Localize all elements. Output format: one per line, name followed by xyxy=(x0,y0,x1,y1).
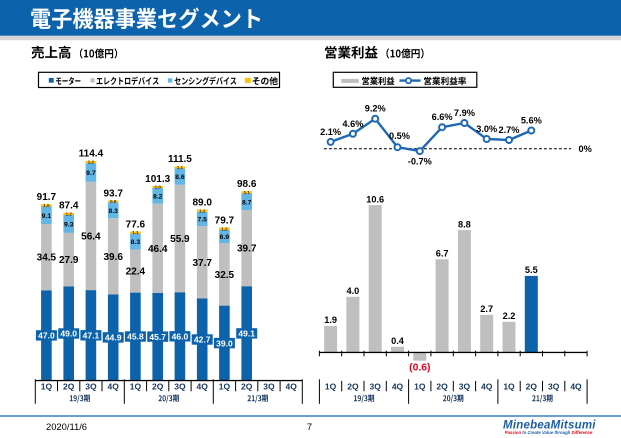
svg-text:4.6%: 4.6% xyxy=(342,119,363,129)
svg-text:4Q: 4Q xyxy=(481,382,493,392)
svg-text:9.3: 9.3 xyxy=(64,222,74,229)
svg-text:1.1: 1.1 xyxy=(244,190,251,195)
svg-text:45.7: 45.7 xyxy=(149,332,166,342)
svg-text:3Q: 3Q xyxy=(548,382,560,392)
svg-text:93.7: 93.7 xyxy=(103,188,123,199)
svg-text:8.2: 8.2 xyxy=(153,193,163,200)
svg-text:0.5%: 0.5% xyxy=(389,131,410,141)
svg-text:9.1: 9.1 xyxy=(42,213,52,220)
svg-text:8.3: 8.3 xyxy=(131,239,141,246)
svg-text:27.9: 27.9 xyxy=(59,255,79,266)
svg-text:37.7: 37.7 xyxy=(192,258,212,269)
svg-text:44.9: 44.9 xyxy=(105,333,122,343)
svg-text:39.7: 39.7 xyxy=(237,244,257,255)
svg-text:32.5: 32.5 xyxy=(215,270,235,281)
svg-text:Passion to Create Value throug: Passion to Create Value through Differen… xyxy=(505,430,593,435)
svg-text:7: 7 xyxy=(307,421,312,432)
svg-text:2.7%: 2.7% xyxy=(499,125,520,135)
svg-text:3Q: 3Q xyxy=(370,382,382,392)
svg-text:47.0: 47.0 xyxy=(38,331,55,341)
svg-text:34.5: 34.5 xyxy=(37,253,57,264)
svg-text:8.8: 8.8 xyxy=(458,219,471,229)
svg-text:1Q: 1Q xyxy=(325,382,337,392)
svg-text:9.2%: 9.2% xyxy=(365,104,386,114)
svg-text:1.1: 1.1 xyxy=(132,230,139,235)
svg-text:46.0: 46.0 xyxy=(172,332,189,342)
svg-text:3Q: 3Q xyxy=(174,382,186,392)
svg-text:49.1: 49.1 xyxy=(238,329,255,339)
svg-text:-0.7%: -0.7% xyxy=(408,157,432,167)
svg-text:3Q: 3Q xyxy=(263,382,275,392)
svg-text:1Q: 1Q xyxy=(503,382,515,392)
svg-text:98.6: 98.6 xyxy=(237,179,257,190)
svg-text:1.0: 1.0 xyxy=(43,203,50,208)
svg-text:2.7: 2.7 xyxy=(480,304,493,314)
svg-text:5.6%: 5.6% xyxy=(521,116,542,126)
svg-text:89.0: 89.0 xyxy=(192,197,212,208)
svg-text:1.2: 1.2 xyxy=(199,208,206,213)
svg-text:4Q: 4Q xyxy=(392,382,404,392)
svg-text:101.3: 101.3 xyxy=(145,174,170,185)
svg-text:8.3: 8.3 xyxy=(108,208,118,215)
svg-text:42.7: 42.7 xyxy=(194,335,211,345)
svg-text:1Q: 1Q xyxy=(219,382,231,392)
svg-text:7.5: 7.5 xyxy=(197,217,207,224)
svg-text:111.5: 111.5 xyxy=(168,154,192,165)
svg-text:77.6: 77.6 xyxy=(126,219,146,230)
svg-text:2.2: 2.2 xyxy=(503,311,516,321)
svg-text:6.6%: 6.6% xyxy=(432,112,453,122)
svg-text:4Q: 4Q xyxy=(570,382,582,392)
svg-text:6.9: 6.9 xyxy=(220,234,230,241)
svg-text:5.5: 5.5 xyxy=(525,265,538,275)
svg-text:2Q: 2Q xyxy=(63,382,75,392)
svg-text:1.1: 1.1 xyxy=(177,165,184,170)
svg-text:4Q: 4Q xyxy=(197,382,209,392)
svg-text:47.1: 47.1 xyxy=(83,331,100,341)
svg-text:1.2: 1.2 xyxy=(88,160,95,165)
svg-text:1.0: 1.0 xyxy=(155,185,162,190)
svg-text:1Q: 1Q xyxy=(41,382,53,392)
svg-text:2.1%: 2.1% xyxy=(320,127,341,137)
svg-text:1.9: 1.9 xyxy=(324,315,337,325)
svg-text:3.0%: 3.0% xyxy=(476,124,497,134)
svg-text:1Q: 1Q xyxy=(130,382,142,392)
svg-text:2Q: 2Q xyxy=(526,382,538,392)
svg-text:79.7: 79.7 xyxy=(215,215,235,226)
svg-text:10.6: 10.6 xyxy=(366,194,384,204)
svg-text:2Q: 2Q xyxy=(152,382,164,392)
svg-text:22.4: 22.4 xyxy=(126,267,146,278)
svg-text:46.4: 46.4 xyxy=(148,244,168,255)
svg-text:4.0: 4.0 xyxy=(347,286,360,296)
svg-text:9.7: 9.7 xyxy=(86,170,96,177)
svg-text:1.2: 1.2 xyxy=(66,211,73,216)
svg-text:2Q: 2Q xyxy=(241,382,253,392)
svg-text:49.0: 49.0 xyxy=(60,329,77,339)
svg-text:91.7: 91.7 xyxy=(37,192,57,203)
svg-text:55.9: 55.9 xyxy=(170,234,190,245)
svg-text:8.7: 8.7 xyxy=(242,199,252,206)
svg-text:87.4: 87.4 xyxy=(59,201,79,212)
svg-text:39.6: 39.6 xyxy=(103,252,123,263)
svg-text:2Q: 2Q xyxy=(436,382,448,392)
svg-text:7.9%: 7.9% xyxy=(454,108,475,118)
svg-text:45.8: 45.8 xyxy=(127,332,144,342)
svg-text:MinebeaMitsumi: MinebeaMitsumi xyxy=(503,420,596,432)
svg-text:114.4: 114.4 xyxy=(79,149,104,160)
svg-text:0%: 0% xyxy=(579,144,592,154)
svg-text:4Q: 4Q xyxy=(108,382,120,392)
svg-text:0.4: 0.4 xyxy=(391,336,405,346)
svg-text:56.4: 56.4 xyxy=(81,232,101,243)
svg-text:3Q: 3Q xyxy=(459,382,471,392)
svg-text:8.6: 8.6 xyxy=(175,174,185,181)
svg-text:2020/11/6: 2020/11/6 xyxy=(46,421,87,432)
svg-text:6.7: 6.7 xyxy=(436,249,449,259)
svg-text:2Q: 2Q xyxy=(347,382,359,392)
svg-text:1.2: 1.2 xyxy=(221,226,228,231)
svg-text:1Q: 1Q xyxy=(414,382,426,392)
svg-text:39.0: 39.0 xyxy=(216,338,233,348)
svg-text:(0.6): (0.6) xyxy=(409,362,430,373)
svg-text:4Q: 4Q xyxy=(286,382,298,392)
svg-text:0.9: 0.9 xyxy=(110,199,117,204)
svg-text:3Q: 3Q xyxy=(85,382,97,392)
